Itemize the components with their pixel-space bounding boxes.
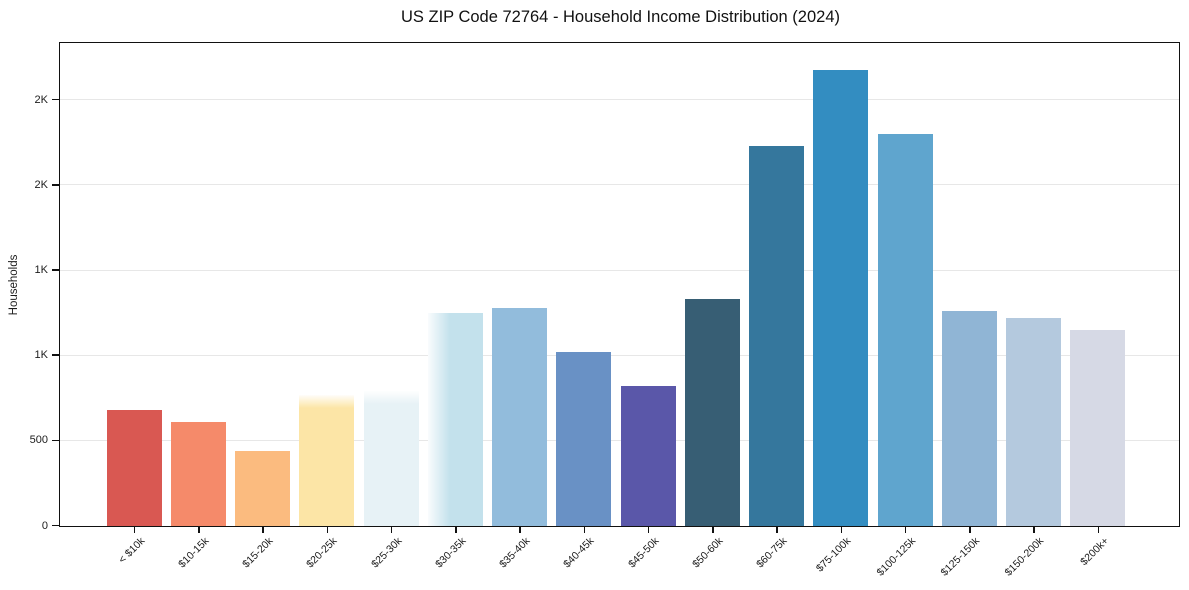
bar--15-20k: [235, 451, 290, 526]
x-tick-mark: [133, 527, 136, 533]
y-tick-label: 2K: [34, 178, 48, 191]
y-tick-label: 2K: [34, 93, 48, 106]
x-tick-mark: [969, 527, 971, 533]
bar--20-25k: [299, 394, 355, 526]
x-tick-label: $30-35k: [432, 534, 469, 570]
y-tick-mark: [52, 184, 59, 186]
x-tick-label: $100-125k: [874, 534, 918, 579]
x-tick-mark: [326, 527, 328, 533]
bar--10-15k: [170, 422, 226, 526]
bar--35-40k: [492, 308, 547, 526]
x-tick-label: $75-100k: [814, 534, 854, 574]
x-tick-mark: [262, 527, 264, 533]
gridline: [60, 184, 1179, 186]
x-tick-label: $60-75k: [754, 534, 790, 570]
x-tick-label: < $10k: [115, 534, 147, 566]
bar--40-45k: [556, 352, 612, 526]
x-tick-mark: [198, 527, 200, 533]
bar--45-50k: [620, 386, 676, 526]
chart-title: US ZIP Code 72764 - Household Income Dis…: [400, 8, 840, 26]
x-tick-label: $125-150k: [938, 534, 983, 579]
bar--10k: [106, 410, 162, 526]
y-tick-mark: [52, 269, 59, 271]
x-tick-label: $20-25k: [304, 534, 340, 570]
x-tick-label: $40-45k: [561, 534, 597, 570]
bar--125-150k: [941, 311, 997, 526]
bar--30-35k: [427, 313, 483, 526]
bar--200k+: [1070, 330, 1126, 526]
y-tick-label: 1K: [34, 349, 48, 362]
x-tick-label: $15-20k: [240, 534, 276, 570]
x-tick-mark: [712, 527, 714, 533]
y-tick-label: 500: [29, 434, 48, 447]
y-tick-label: 1K: [34, 264, 48, 277]
x-tick-mark: [1097, 527, 1099, 533]
x-tick-label: $45-50k: [625, 534, 661, 570]
y-tick-mark: [52, 98, 59, 101]
x-tick-label: $10-15k: [175, 534, 212, 570]
x-tick-label: $50-60k: [689, 534, 726, 570]
bar--75-100k: [813, 69, 869, 526]
x-tick-mark: [647, 527, 650, 533]
bar--60-75k: [749, 146, 804, 526]
gridline: [60, 354, 1179, 356]
x-tick-mark: [904, 527, 907, 533]
gridline: [60, 99, 1179, 101]
x-tick-label: $35-40k: [497, 534, 533, 570]
bar--100-125k: [877, 134, 933, 526]
x-tick-label: $25-30k: [368, 534, 404, 570]
gridline: [60, 439, 1179, 441]
y-tick-mark: [52, 354, 59, 356]
x-tick-label: $150-200k: [1002, 534, 1047, 579]
gridline: [60, 269, 1179, 271]
x-tick-mark: [840, 527, 842, 533]
plot-area: [59, 42, 1180, 527]
bar--50-60k: [684, 299, 740, 526]
bar--25-30k: [363, 391, 419, 526]
bar--150-200k: [1006, 318, 1061, 526]
x-tick-mark: [776, 527, 778, 533]
x-tick-mark: [390, 527, 393, 533]
x-tick-mark: [1033, 527, 1035, 533]
x-tick-label: $200k+: [1077, 534, 1111, 568]
x-tick-mark: [519, 527, 521, 533]
y-tick-mark: [52, 439, 59, 442]
y-tick-mark: [52, 524, 59, 527]
x-tick-mark: [455, 527, 457, 533]
y-tick-label: 0: [41, 519, 48, 532]
x-tick-mark: [583, 527, 585, 533]
